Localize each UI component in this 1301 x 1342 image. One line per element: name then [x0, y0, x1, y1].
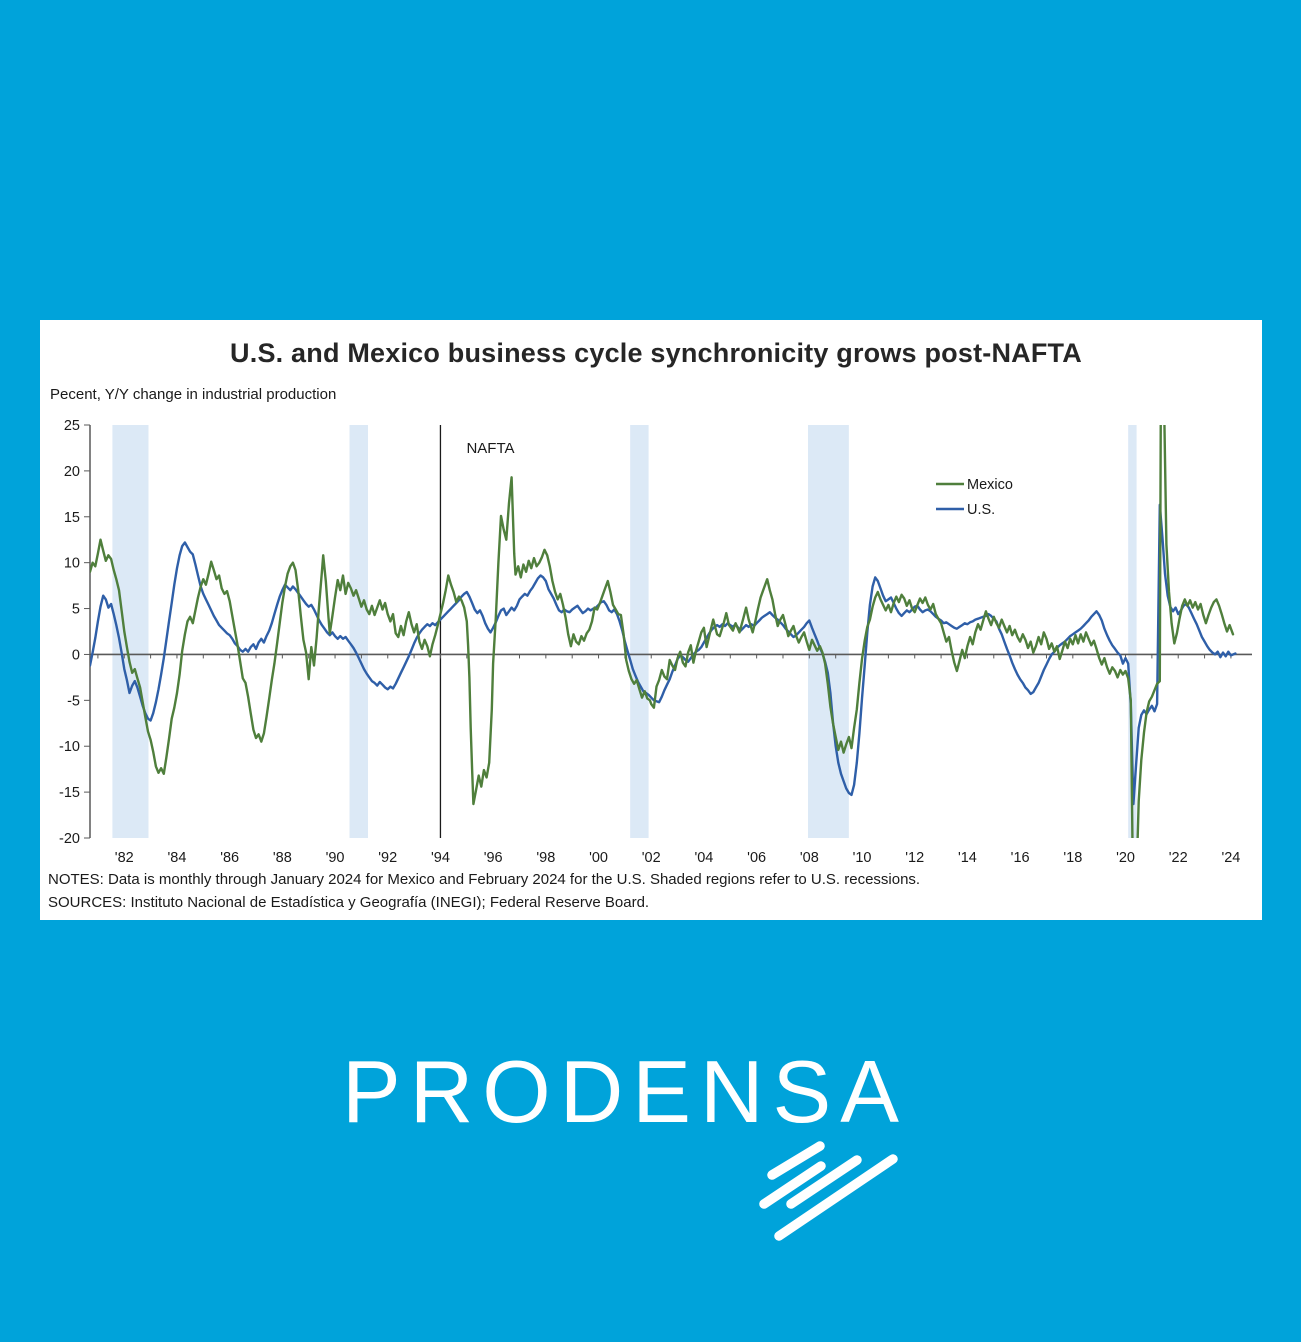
- y-tick-label: 25: [64, 418, 80, 434]
- legend-label: U.S.: [967, 502, 995, 518]
- x-tick-label: '84: [167, 850, 186, 866]
- x-tick-label: '06: [747, 850, 766, 866]
- chart-subtitle: Pecent, Y/Y change in industrial product…: [50, 386, 337, 403]
- y-tick-label: 20: [64, 464, 80, 480]
- x-tick-label: '24: [1221, 850, 1240, 866]
- x-tick-label: '92: [378, 850, 397, 866]
- x-tick-label: '12: [905, 850, 924, 866]
- y-tick-label: -10: [59, 739, 80, 755]
- legend-label: Mexico: [967, 477, 1013, 493]
- recession-band: [630, 425, 649, 838]
- chart-title: U.S. and Mexico business cycle synchroni…: [230, 338, 1082, 368]
- x-tick-label: '18: [1063, 850, 1082, 866]
- x-tick-label: '94: [431, 850, 450, 866]
- x-tick-label: '98: [536, 850, 555, 866]
- x-tick-label: '88: [273, 850, 292, 866]
- chart-svg: NAFTA 25 20 15 10 5 0 -5 -10 -15 -20 '82 '84 '86 '88 '9…: [59, 418, 1252, 866]
- x-tick-label: '82: [115, 850, 134, 866]
- chart-card: NAFTA 25 20 15 10 5 0 -5 -10 -15 -20 '82 '84 '86 '88 '9…: [40, 320, 1262, 920]
- y-tick-label: -15: [59, 785, 80, 801]
- y-tick-label: 10: [64, 556, 80, 572]
- x-tick-label: '90: [326, 850, 345, 866]
- logo-wordmark: PRODENSA: [342, 1042, 908, 1141]
- series-line-us: [90, 503, 1237, 806]
- x-tick-label: '86: [220, 850, 239, 866]
- recession-band: [808, 425, 849, 838]
- x-tick-label: '14: [958, 850, 977, 866]
- y-tick-label: -20: [59, 831, 80, 847]
- y-tick-label: 0: [72, 647, 80, 663]
- y-tick-label: 15: [64, 510, 80, 526]
- x-tick-label: '04: [694, 850, 713, 866]
- x-tick-label: '22: [1169, 850, 1188, 866]
- series-line-mexico: [90, 425, 1235, 838]
- nafta-label: NAFTA: [466, 440, 514, 457]
- x-tick-label: '02: [642, 850, 661, 866]
- x-tick-label: '96: [484, 850, 503, 866]
- y-tick-label: 5: [72, 602, 80, 618]
- diagonal-slashes-icon: [759, 1141, 898, 1241]
- recession-band: [349, 425, 368, 838]
- recession-band: [1128, 425, 1137, 838]
- y-tick-label: -5: [67, 693, 80, 709]
- chart-notes: NOTES: Data is monthly through January 2…: [48, 871, 921, 888]
- x-tick-label: '00: [589, 850, 608, 866]
- x-tick-label: '20: [1116, 850, 1135, 866]
- chart-sources: SOURCES: Instituto Nacional de Estadísti…: [48, 894, 650, 911]
- x-tick-label: '16: [1011, 850, 1030, 866]
- x-tick-label: '10: [853, 850, 872, 866]
- x-tick-label: '08: [800, 850, 819, 866]
